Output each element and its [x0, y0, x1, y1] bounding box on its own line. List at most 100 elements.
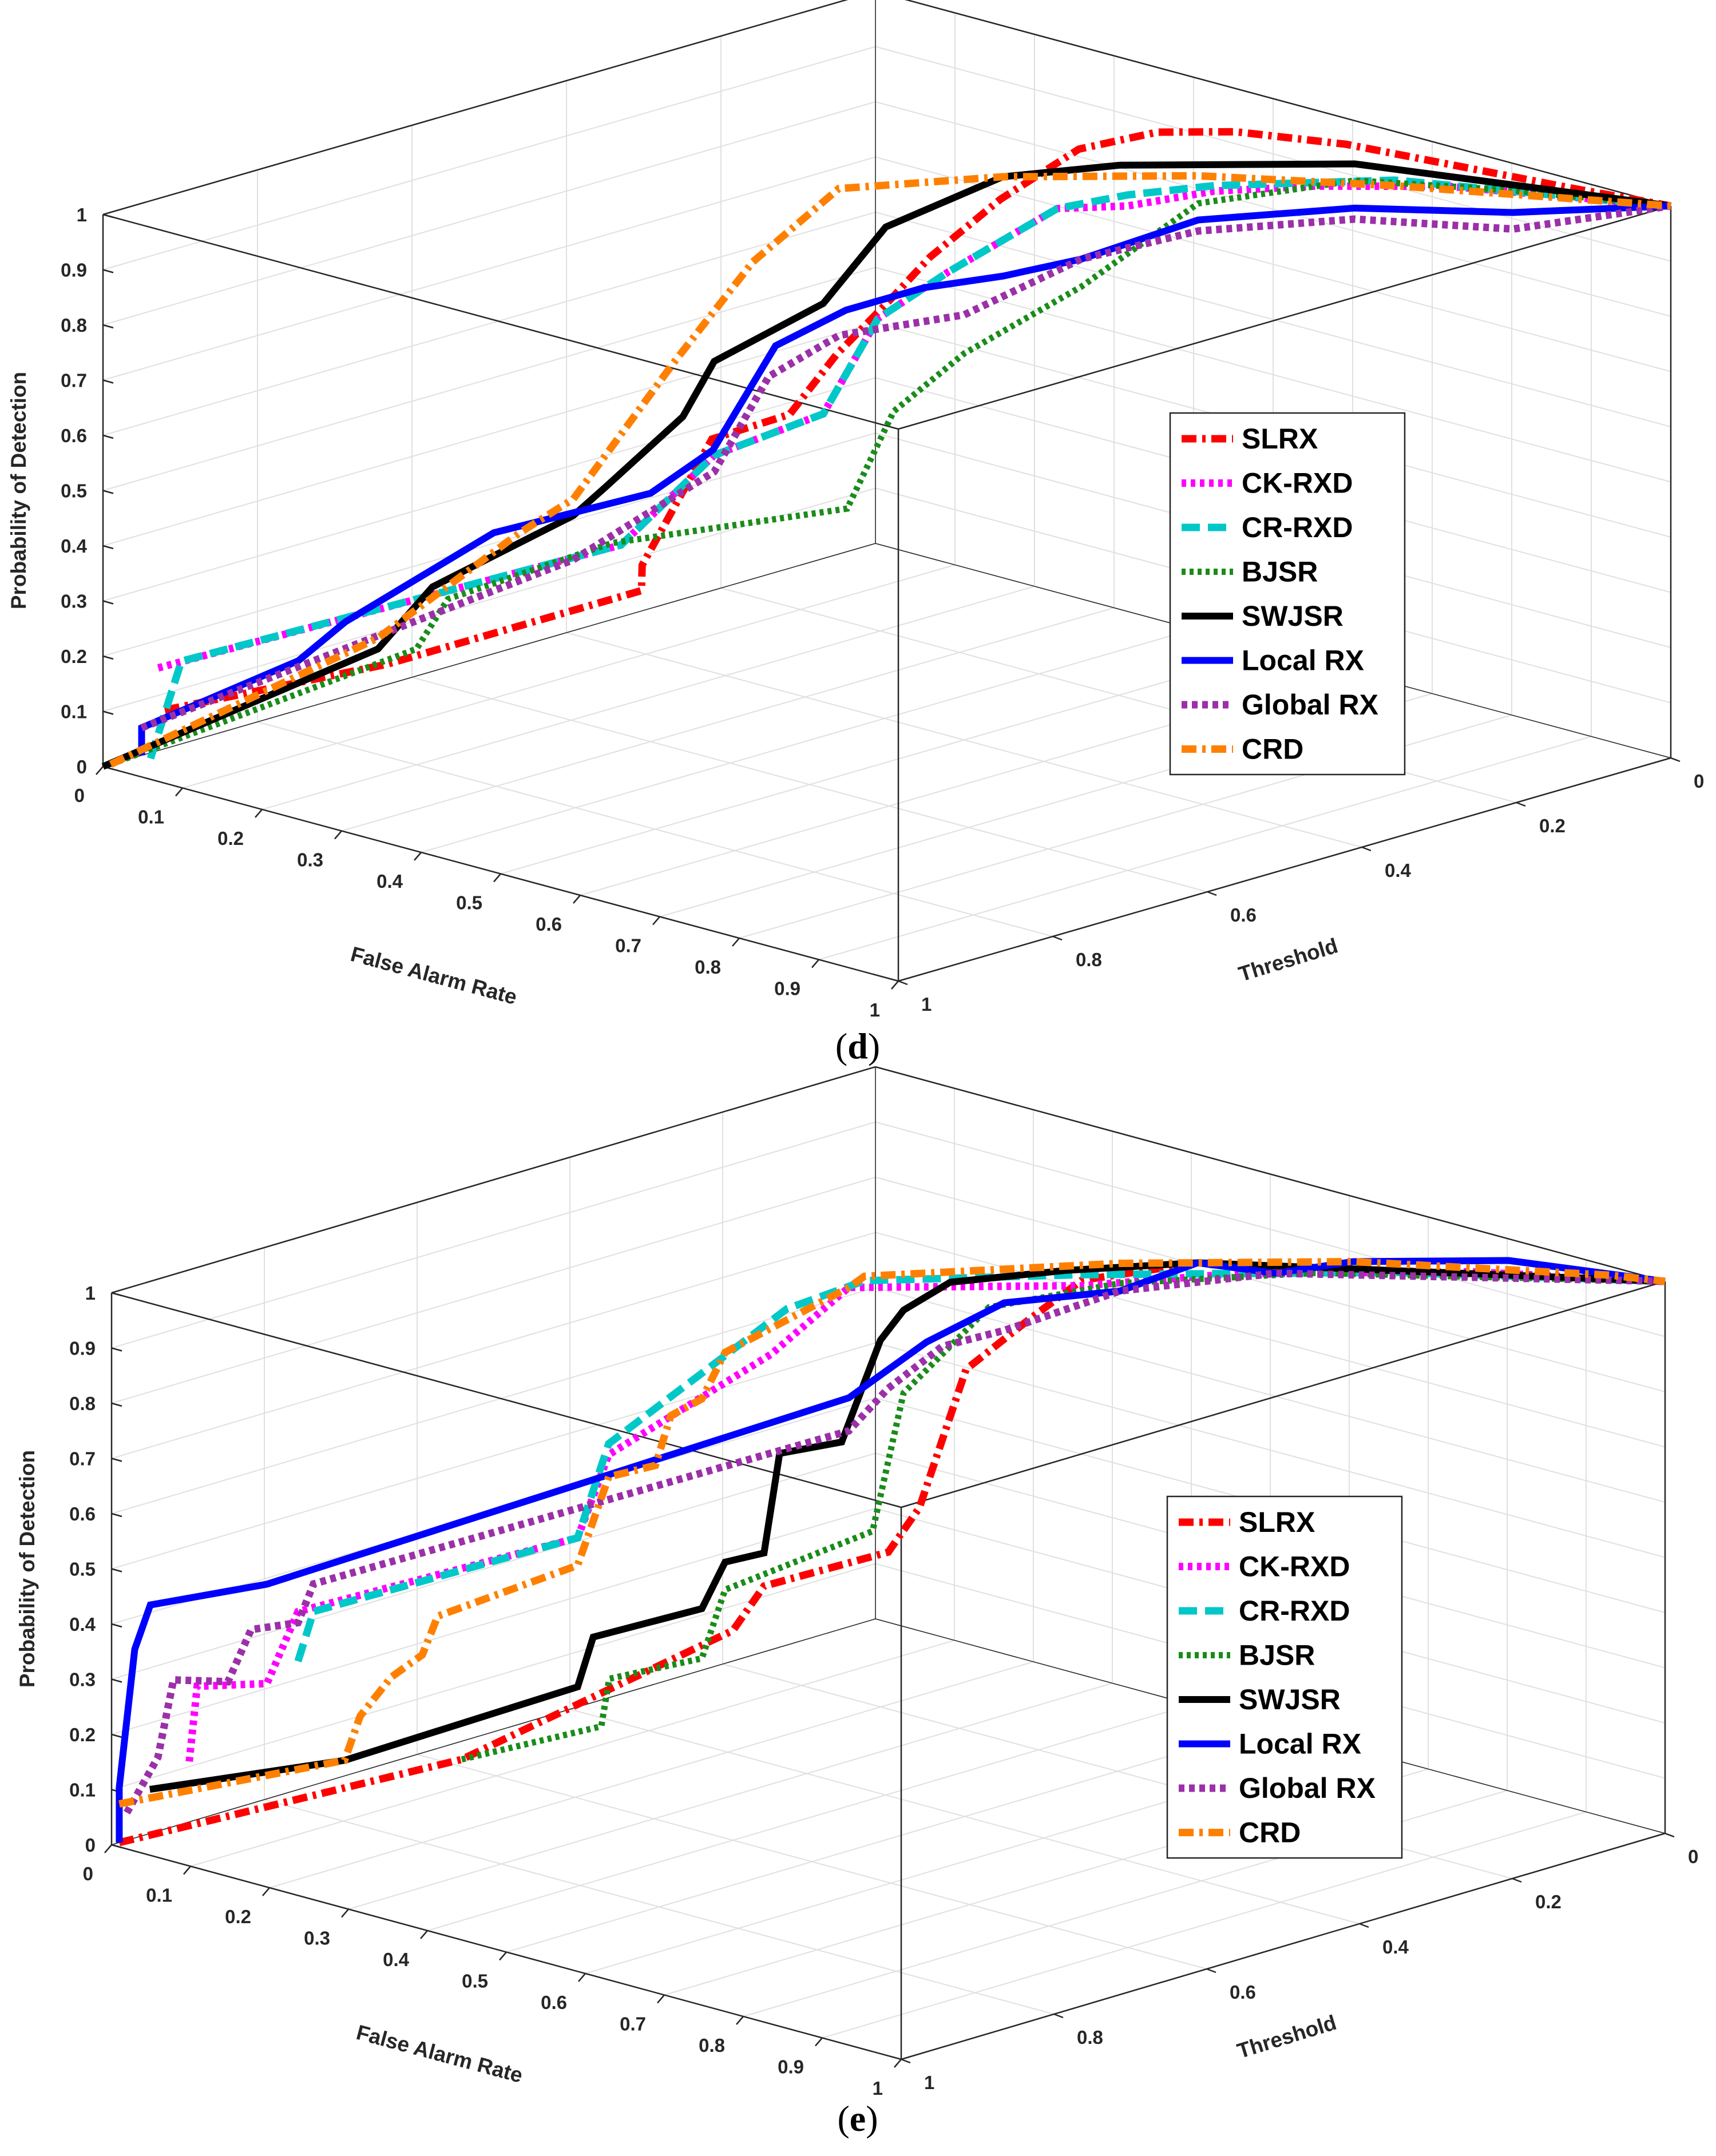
x-tick-mark	[652, 916, 660, 926]
x-tick-mark	[499, 1951, 507, 1961]
x-tick-label: 0.8	[699, 2035, 725, 2056]
grid-line	[182, 564, 956, 789]
x-tick-mark	[262, 1887, 270, 1896]
grid-line	[111, 1232, 876, 1459]
x-tick-label: 0.2	[217, 828, 244, 849]
grid-line	[102, 487, 876, 712]
z-tick-label: 0	[77, 756, 87, 777]
axis-edge	[901, 1832, 1666, 2060]
grid-line	[102, 322, 876, 546]
grid-line	[566, 632, 1362, 848]
series-slrx-line	[164, 128, 1672, 714]
z-tick-label: 0.8	[69, 1393, 96, 1414]
z-tick-label: 0.9	[61, 260, 87, 281]
grid-line	[875, 1121, 1666, 1337]
z-tick-mark	[102, 379, 114, 384]
y-tick-label: 0.2	[1535, 1891, 1562, 1912]
grid-line	[421, 629, 1194, 853]
grid-line	[111, 1452, 876, 1680]
legend-entry: CK-RXD	[1239, 1551, 1350, 1583]
grid-line	[411, 677, 1208, 892]
z-tick-mark	[111, 1678, 122, 1683]
series-global-rx-line	[140, 202, 1671, 732]
legend-entry: Global RX	[1239, 1772, 1376, 1804]
series-swjsr-line	[101, 160, 1671, 770]
series-crd-line	[109, 172, 1671, 768]
x-tick-mark	[341, 1908, 349, 1918]
z-tick-label: 0	[85, 1835, 96, 1856]
x-tick-mark	[736, 2016, 744, 2025]
x-tick-mark	[891, 980, 899, 990]
grid-line	[506, 1725, 1271, 1953]
z-tick-label: 0.5	[69, 1559, 96, 1580]
grid-line	[348, 1682, 1113, 1910]
grid-line	[111, 1287, 876, 1514]
grid-line	[102, 101, 876, 325]
grid-line	[111, 1563, 876, 1790]
axis-edge	[102, 543, 876, 767]
x-tick-mark	[573, 895, 581, 904]
x-tick-label: 0.1	[138, 807, 164, 828]
legend-entry: BJSR	[1239, 1639, 1315, 1671]
z-tick-label: 0.8	[61, 315, 87, 336]
series-global-rx-line	[124, 1269, 1666, 1814]
y-tick-mark	[1361, 846, 1372, 852]
z-tick-mark	[102, 490, 114, 494]
z-tick-label: 0.6	[61, 425, 87, 446]
y-tick-mark	[901, 2058, 911, 2064]
legend-entry: CRD	[1239, 1817, 1301, 1849]
y-tick-label: 0.2	[1539, 815, 1566, 836]
series-local-rx-line	[138, 203, 1671, 756]
x-tick-mark	[183, 1865, 191, 1875]
z-tick-mark	[102, 600, 114, 605]
z-tick-mark	[102, 213, 114, 219]
series-crd-line	[118, 1257, 1666, 1808]
x-tick-mark	[414, 852, 422, 861]
z-tick-mark	[111, 1568, 122, 1573]
axis-edge	[102, 0, 849, 216]
legend-entry: CRD	[1242, 733, 1303, 765]
z-tick-label: 0.2	[61, 646, 87, 667]
series-bjsr-line	[461, 1269, 1666, 1763]
legend: SLRX CK-RXD CR-RXD BJSR SWJSR Local RX Global …	[1166, 1495, 1403, 1859]
y-tick-mark	[1052, 935, 1063, 941]
legend-entry: Local RX	[1239, 1728, 1361, 1760]
grid-line	[341, 607, 1115, 832]
axis-edge	[111, 1618, 876, 1845]
x-tick-mark	[578, 1973, 586, 1982]
grid-line	[111, 1121, 876, 1349]
x-tick-label: 0.4	[383, 1949, 410, 1970]
grid-line	[269, 1661, 1034, 1888]
x-tick-label: 1	[873, 2078, 883, 2099]
axis-edge	[102, 213, 899, 430]
z-tick-label: 0.9	[69, 1338, 96, 1359]
z-tick-label: 1	[77, 204, 87, 225]
y-tick-mark	[898, 980, 908, 986]
x-tick-mark	[815, 2037, 823, 2047]
grid-line	[111, 1177, 876, 1404]
z-tick-mark	[111, 1347, 122, 1352]
legend-box	[1169, 412, 1406, 776]
z-tick-mark	[102, 324, 114, 329]
axis-edge	[901, 1280, 1666, 1508]
grid-line	[417, 1754, 1207, 1970]
grid-line	[190, 1639, 955, 1867]
z-tick-label: 0.1	[69, 1780, 96, 1801]
grid-line	[875, 101, 1671, 317]
x-tick-label: 0.2	[225, 1906, 251, 1927]
z-tick-mark	[102, 710, 114, 715]
z-tick-label: 0.7	[61, 370, 87, 391]
axis-edge	[898, 205, 1671, 430]
grid-line	[569, 1709, 1360, 1924]
x-tick-mark	[732, 938, 740, 947]
grid-line	[427, 1704, 1192, 1931]
x-tick-mark	[811, 959, 819, 968]
y-tick-label: 0.4	[1382, 1936, 1409, 1958]
z-tick-label: 0.1	[61, 701, 87, 722]
axis-edge	[111, 1066, 876, 1294]
panel-caption: (d)	[835, 1026, 880, 1066]
y-tick-label: 0	[1694, 771, 1704, 792]
grid-line	[111, 1508, 876, 1735]
z-tick-label: 0.3	[69, 1669, 96, 1690]
legend-entry: SWJSR	[1239, 1683, 1341, 1716]
